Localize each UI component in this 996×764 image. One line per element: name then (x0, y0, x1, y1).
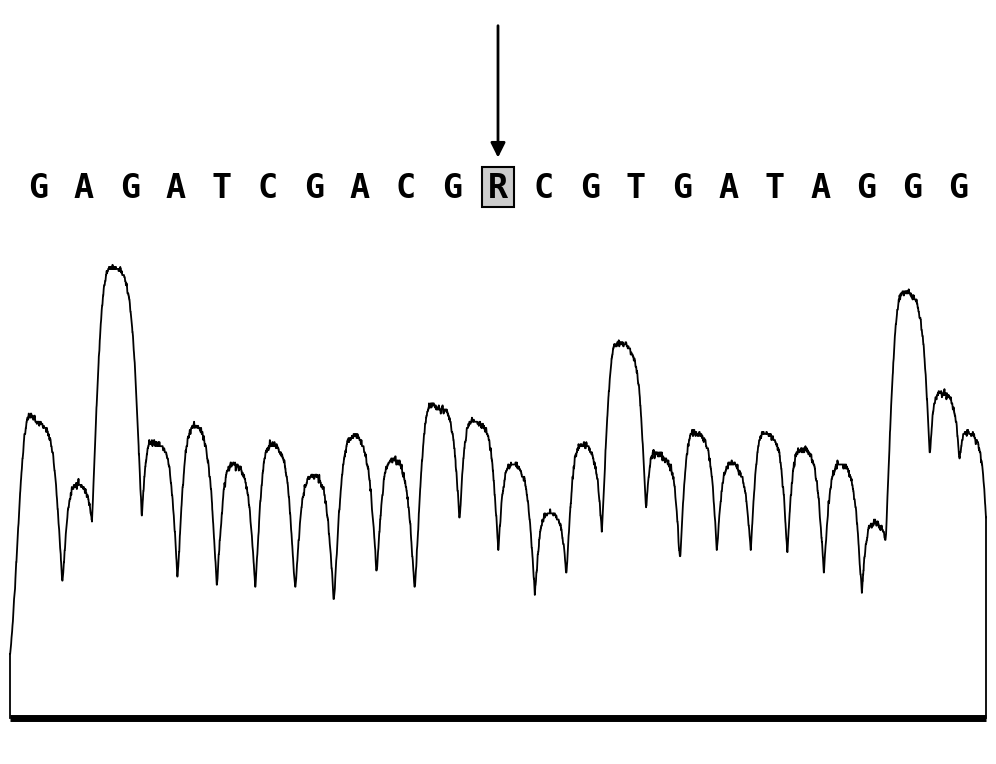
Text: G: G (902, 172, 922, 206)
Text: T: T (625, 172, 646, 206)
Text: G: G (948, 172, 968, 206)
Text: T: T (212, 172, 232, 206)
Bar (481, 167, 514, 207)
Text: C: C (395, 172, 416, 206)
Text: G: G (120, 172, 140, 206)
Text: G: G (442, 172, 462, 206)
Text: A: A (74, 172, 94, 206)
Text: G: G (856, 172, 876, 206)
Text: C: C (258, 172, 278, 206)
Text: G: G (28, 172, 48, 206)
Text: C: C (534, 172, 554, 206)
Text: R: R (488, 172, 508, 206)
Text: G: G (304, 172, 324, 206)
Text: G: G (580, 172, 601, 206)
Text: G: G (672, 172, 692, 206)
Text: A: A (810, 172, 831, 206)
Text: T: T (764, 172, 784, 206)
Text: A: A (165, 172, 186, 206)
Text: A: A (718, 172, 738, 206)
Text: A: A (350, 172, 371, 206)
